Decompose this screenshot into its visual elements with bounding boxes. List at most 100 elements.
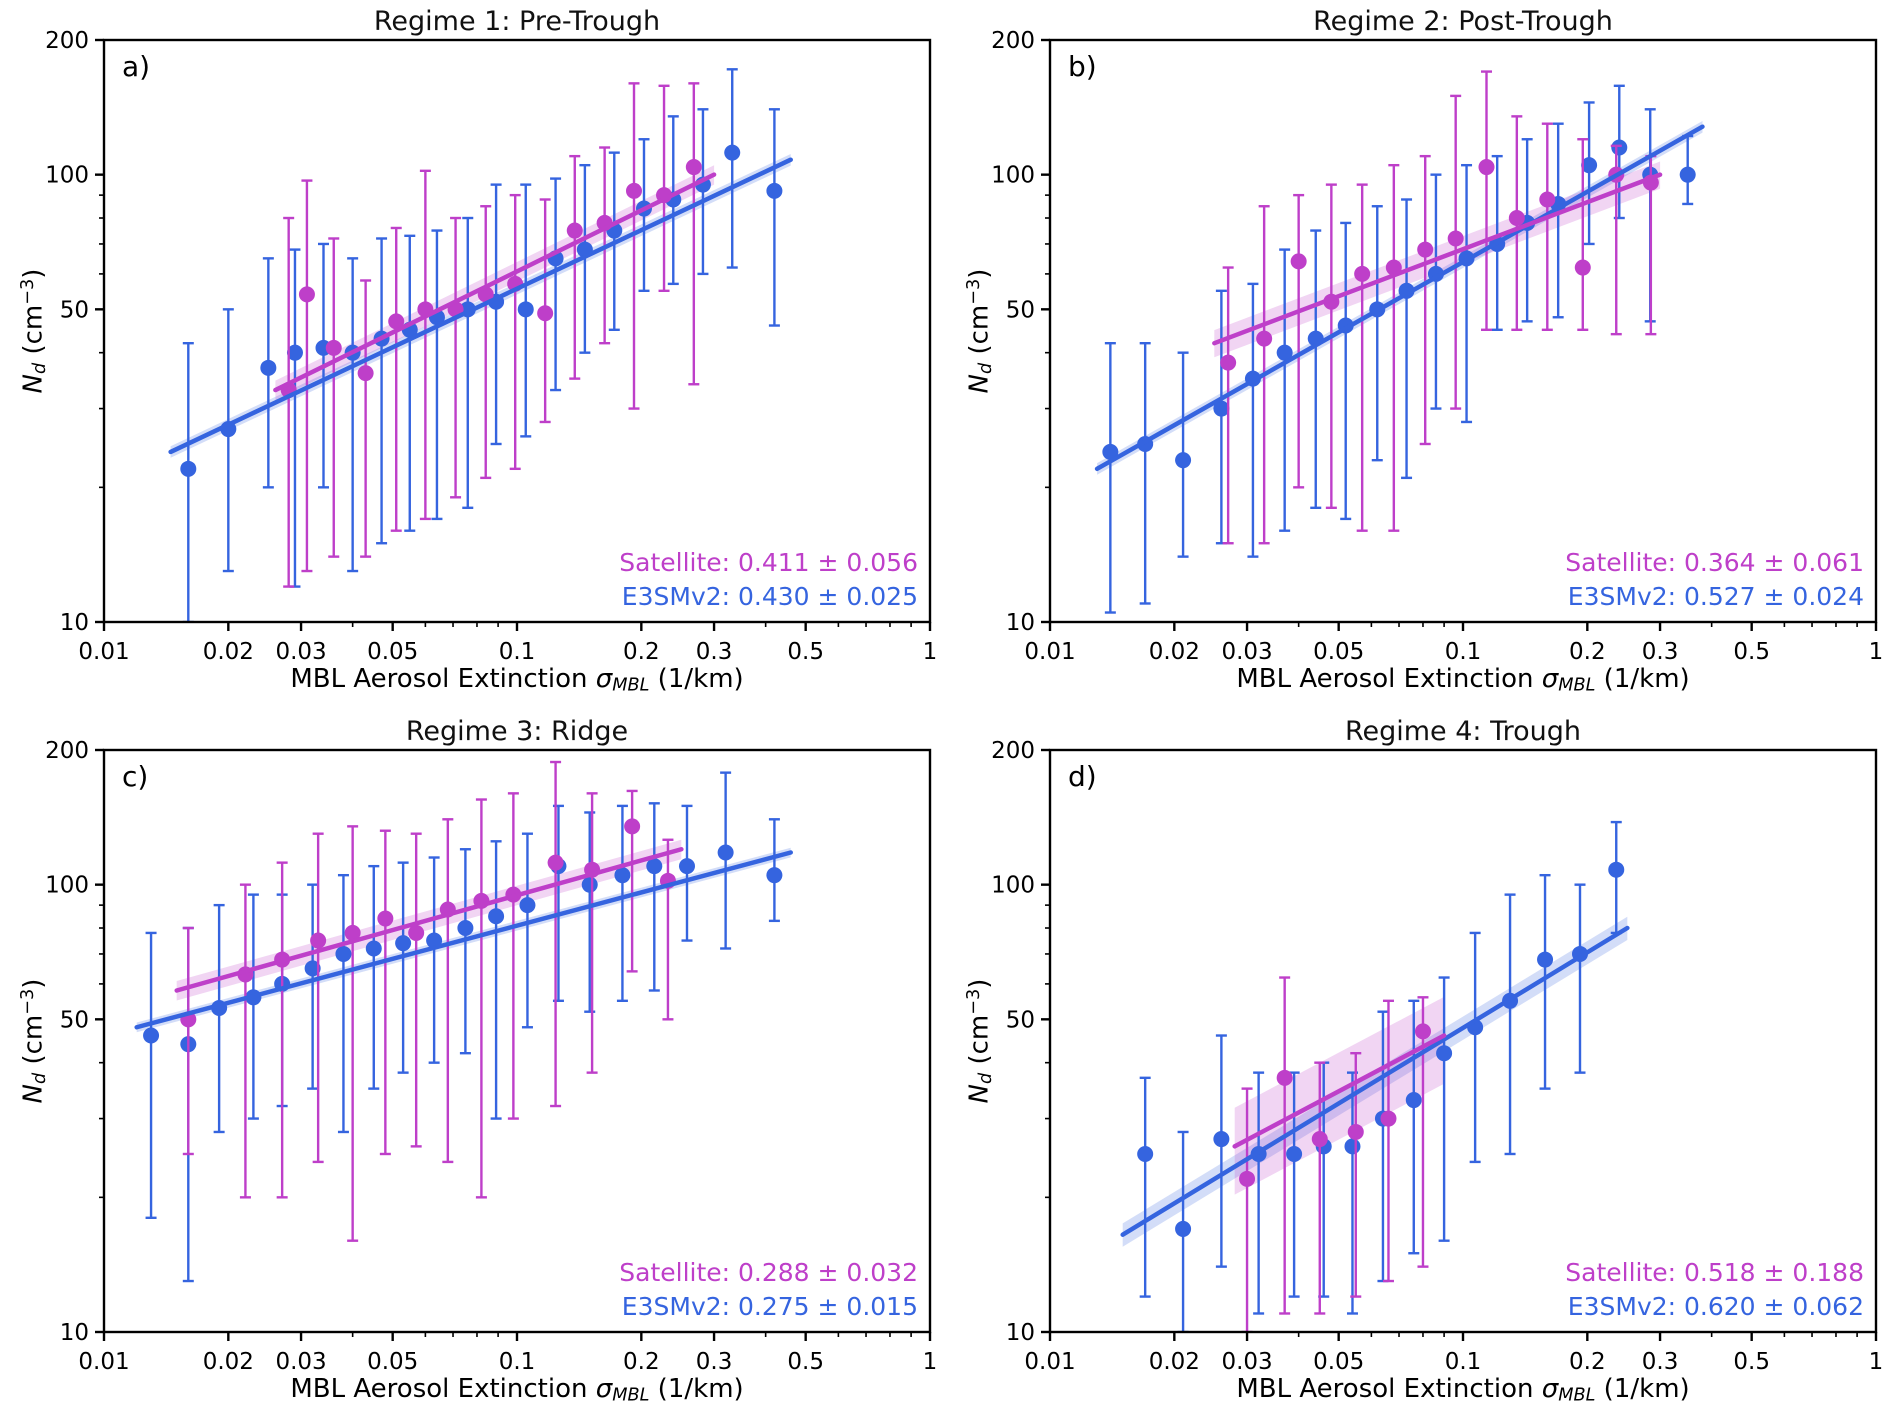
annotation-e3smv2: E3SMv2: 0.620 ± 0.062 (1567, 1292, 1864, 1321)
svg-text:0.3: 0.3 (696, 1349, 733, 1375)
x-axis-label: MBL Aerosol Extinction σMBL (1/km) (104, 664, 930, 696)
y-axis-label: Nd (cm−3) (964, 269, 996, 394)
ylabel-exponent: −3 (964, 278, 985, 305)
panel-letter: a) (122, 50, 151, 83)
svg-text:100: 100 (991, 873, 1035, 899)
ylabel-units-close: ) (18, 978, 49, 989)
svg-text:0.5: 0.5 (1733, 1349, 1770, 1375)
ylabel-symbol: N (18, 374, 49, 394)
annotation-e3smv2: E3SMv2: 0.275 ± 0.015 (621, 1292, 918, 1321)
xlabel-sigma: σ (595, 1374, 613, 1404)
xlabel-sigma: σ (1541, 664, 1559, 694)
xlabel-text: MBL Aerosol Extinction (290, 1374, 596, 1404)
plot-svg-a: 0.01 0.02 0.03 0.05 0.1 0.2 0.3 0.5 1 10 50 100 200 (45, 28, 938, 665)
xlabel-units: (1/km) (1595, 664, 1690, 694)
svg-text:0.01: 0.01 (1024, 639, 1075, 665)
svg-text:50: 50 (60, 1007, 89, 1033)
fit-annotation: Satellite: 0.288 ± 0.032 E3SMv2: 0.275 ±… (619, 1256, 918, 1324)
x-axis-label: MBL Aerosol Extinction σMBL (1/km) (1050, 1374, 1876, 1406)
panel-b: 0.01 0.02 0.03 0.05 0.1 0.2 0.3 0.5 1 10 50 100 200 … (946, 0, 1892, 710)
xlabel-text: MBL Aerosol Extinction (1236, 1374, 1542, 1404)
ylabel-exponent: −3 (18, 278, 39, 305)
annotation-e3smv2: E3SMv2: 0.430 ± 0.025 (621, 582, 918, 611)
ylabel-symbol: N (964, 374, 995, 394)
x-axis-label: MBL Aerosol Extinction σMBL (1/km) (104, 1374, 930, 1406)
ylabel-units-open: (cm (964, 304, 995, 363)
y-axis-label: Nd (cm−3) (964, 979, 996, 1104)
ylabel-subscript: d (975, 362, 996, 375)
panel-a: 0.01 0.02 0.03 0.05 0.1 0.2 0.3 0.5 1 10 50 100 200 … (0, 0, 946, 710)
svg-text:1: 1 (1869, 1349, 1884, 1375)
plot-svg-c: 0.01 0.02 0.03 0.05 0.1 0.2 0.3 0.5 1 10 50 100 200 (45, 738, 938, 1375)
xlabel-subscript: MBL (612, 675, 650, 696)
panel-title: Regime 2: Post-Trough (1313, 6, 1613, 37)
plot-svg-d: 0.01 0.02 0.03 0.05 0.1 0.2 0.3 0.5 1 10 50 100 200 (991, 738, 1884, 1375)
ylabel-units-close: ) (18, 268, 49, 279)
svg-text:1: 1 (923, 1349, 938, 1375)
svg-text:100: 100 (991, 163, 1035, 189)
x-axis-label: MBL Aerosol Extinction σMBL (1/km) (1050, 664, 1876, 696)
annotation-satellite: Satellite: 0.364 ± 0.061 (1565, 548, 1864, 577)
svg-text:10: 10 (60, 610, 89, 636)
panel-letter: b) (1068, 50, 1097, 83)
svg-text:0.1: 0.1 (1445, 1349, 1482, 1375)
svg-text:50: 50 (1006, 297, 1035, 323)
svg-text:100: 100 (45, 873, 89, 899)
svg-text:0.5: 0.5 (787, 1349, 824, 1375)
svg-text:0.05: 0.05 (1313, 639, 1364, 665)
panel-title: Regime 3: Ridge (405, 716, 629, 747)
panel-d: 0.01 0.02 0.03 0.05 0.1 0.2 0.3 0.5 1 10 50 100 200 … (946, 710, 1892, 1420)
svg-text:0.2: 0.2 (1569, 1349, 1606, 1375)
svg-text:10: 10 (1006, 610, 1035, 636)
xlabel-units: (1/km) (1595, 1374, 1690, 1404)
svg-text:0.5: 0.5 (1733, 639, 1770, 665)
panel-title: Regime 1: Pre-Trough (373, 6, 661, 37)
ylabel-symbol: N (18, 1084, 49, 1104)
svg-text:10: 10 (1006, 1320, 1035, 1346)
svg-text:0.1: 0.1 (1445, 639, 1482, 665)
svg-text:0.2: 0.2 (623, 639, 660, 665)
svg-text:0.01: 0.01 (78, 1349, 129, 1375)
xlabel-subscript: MBL (1558, 1385, 1596, 1406)
svg-text:200: 200 (991, 28, 1035, 54)
svg-text:0.2: 0.2 (1569, 639, 1606, 665)
svg-text:100: 100 (45, 163, 89, 189)
svg-text:0.03: 0.03 (275, 639, 326, 665)
annotation-satellite: Satellite: 0.411 ± 0.056 (619, 548, 918, 577)
ylabel-exponent: −3 (18, 988, 39, 1015)
panel-c: 0.01 0.02 0.03 0.05 0.1 0.2 0.3 0.5 1 10 50 100 200 … (0, 710, 946, 1420)
svg-text:0.05: 0.05 (367, 639, 418, 665)
svg-text:1: 1 (923, 639, 938, 665)
svg-text:0.3: 0.3 (696, 639, 733, 665)
y-axis-label: Nd (cm−3) (18, 269, 50, 394)
y-axis-label: Nd (cm−3) (18, 979, 50, 1104)
ylabel-symbol: N (964, 1084, 995, 1104)
panel-title: Regime 4: Trough (1344, 716, 1582, 747)
svg-text:1: 1 (1869, 639, 1884, 665)
xlabel-text: MBL Aerosol Extinction (290, 664, 596, 694)
svg-text:0.03: 0.03 (275, 1349, 326, 1375)
annotation-satellite: Satellite: 0.288 ± 0.032 (619, 1258, 918, 1287)
ylabel-units-open: (cm (964, 1014, 995, 1073)
fit-annotation: Satellite: 0.411 ± 0.056 E3SMv2: 0.430 ±… (619, 546, 918, 614)
svg-text:0.01: 0.01 (1024, 1349, 1075, 1375)
svg-text:0.1: 0.1 (499, 639, 536, 665)
xlabel-text: MBL Aerosol Extinction (1236, 664, 1542, 694)
ylabel-units-close: ) (964, 268, 995, 279)
xlabel-sigma: σ (1541, 1374, 1559, 1404)
fit-annotation: Satellite: 0.518 ± 0.188 E3SMv2: 0.620 ±… (1565, 1256, 1864, 1324)
svg-text:0.5: 0.5 (787, 639, 824, 665)
svg-text:0.03: 0.03 (1221, 639, 1272, 665)
panel-letter: c) (122, 760, 149, 793)
xlabel-units: (1/km) (649, 664, 744, 694)
svg-text:0.3: 0.3 (1642, 639, 1679, 665)
svg-text:0.05: 0.05 (367, 1349, 418, 1375)
svg-text:200: 200 (991, 738, 1035, 764)
ylabel-subscript: d (975, 1072, 996, 1085)
svg-text:50: 50 (60, 297, 89, 323)
xlabel-units: (1/km) (649, 1374, 744, 1404)
svg-text:0.02: 0.02 (1149, 639, 1200, 665)
ylabel-exponent: −3 (964, 988, 985, 1015)
ylabel-subscript: d (29, 1072, 50, 1085)
